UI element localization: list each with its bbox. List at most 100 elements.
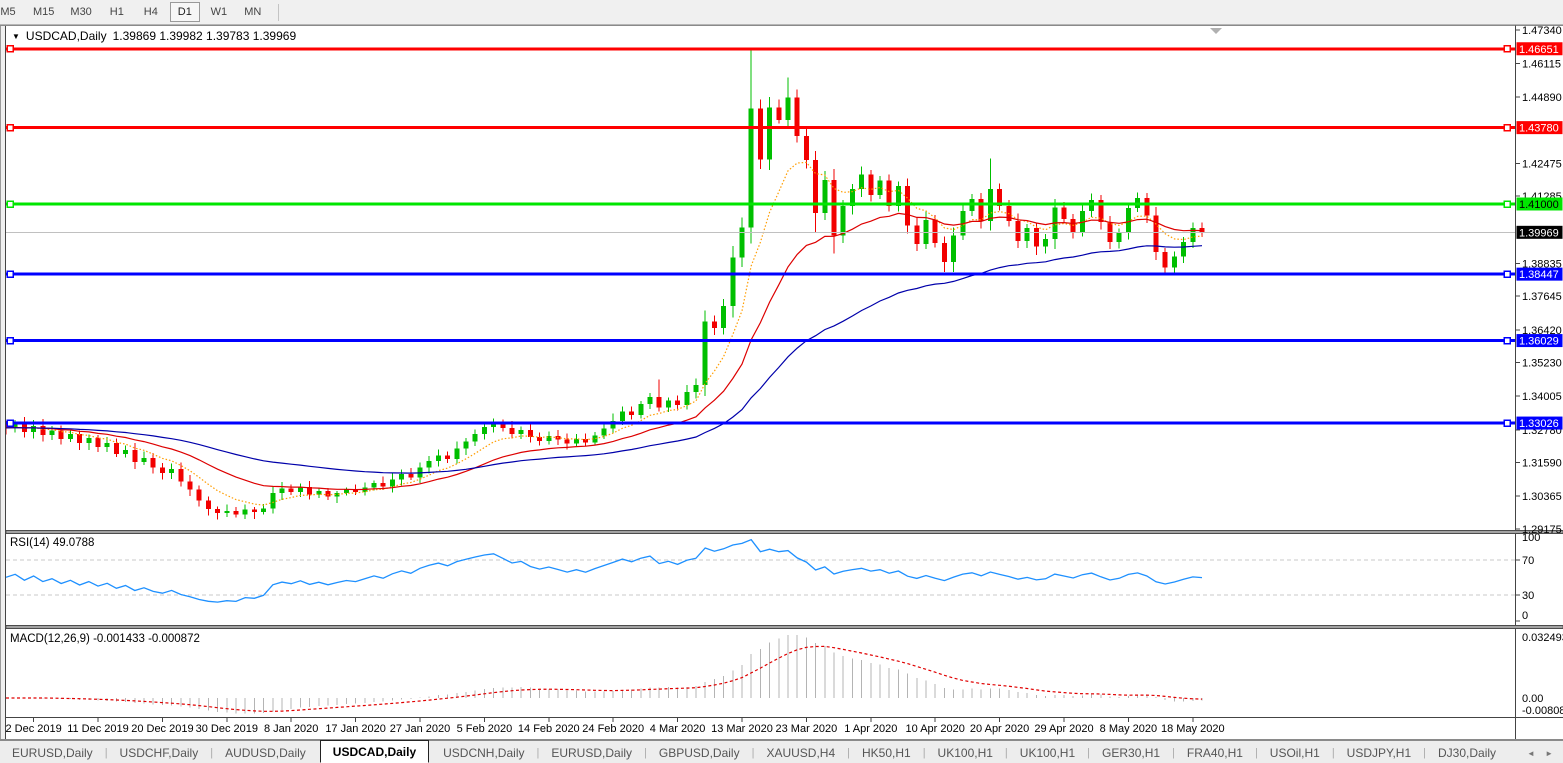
date-label: 29 Apr 2020 [1034, 723, 1093, 735]
candle-body [564, 439, 570, 444]
candle-body [1153, 215, 1159, 253]
price-axis[interactable]: 1.473401.461151.448901.424751.412851.388… [1516, 25, 1562, 536]
line-anchor-icon[interactable] [1503, 200, 1511, 208]
tab-uk100-h1[interactable]: UK100,H1 [937, 746, 993, 760]
symbol-period-label: USDCAD,Daily [25, 29, 107, 43]
chart-canvas[interactable]: 1.473401.461151.448901.424751.412851.388… [0, 0, 1563, 740]
tab-eurusd-daily[interactable]: EURUSD,Daily [551, 746, 633, 760]
timeframe-button-h4[interactable]: H4 [143, 6, 158, 18]
timeframe-button-m30[interactable]: M30 [70, 6, 92, 18]
candle-body [233, 511, 239, 515]
candle-body [629, 411, 635, 415]
svg-text:1.41000: 1.41000 [1519, 199, 1559, 211]
line-anchor-icon[interactable] [6, 336, 14, 345]
tab-usdjpy-h1[interactable]: USDJPY,H1 [1346, 746, 1412, 760]
tab-scroll-arrows[interactable]: ◄ ► [1526, 749, 1557, 758]
candle-body [445, 455, 451, 459]
tab-usoil-h1[interactable]: USOil,H1 [1269, 746, 1320, 760]
ohlc-quote: 1.39869 1.39982 1.39783 1.39969 [112, 29, 297, 43]
tab-dj30-daily[interactable]: DJ30,Daily [1438, 746, 1497, 760]
candle-body [583, 438, 589, 443]
horizontal-line-1.36029[interactable] [6, 336, 1515, 345]
macd-axis: 0.032493 0.00-0.008086 [1522, 632, 1563, 717]
tab-separator: | [1087, 747, 1091, 759]
macd-tick-label: -0.008086 [1522, 705, 1563, 717]
timeframe-button-m15[interactable]: M15 [33, 6, 55, 18]
candle-body [141, 458, 147, 463]
date-label: 30 Dec 2019 [196, 723, 258, 735]
candle-body [601, 428, 607, 436]
timeframe-button-m5[interactable]: M5 [0, 6, 16, 18]
rsi-tick-label: 100 [1522, 532, 1540, 544]
candle-body [307, 486, 313, 495]
horizontal-line-1.38447[interactable] [6, 270, 1515, 278]
chart-frame [0, 25, 1563, 740]
line-anchor-icon[interactable] [1503, 336, 1511, 345]
line-anchor-icon[interactable] [1503, 270, 1511, 278]
horizontal-line-1.41000[interactable] [6, 200, 1515, 208]
macd-histogram [14, 635, 1203, 714]
line-anchor-icon[interactable] [6, 123, 14, 132]
rsi-tick-label: 30 [1522, 590, 1534, 602]
price-badge-1.41000: 1.41000 [1516, 197, 1563, 211]
tab-uk100-h1[interactable]: UK100,H1 [1019, 746, 1076, 760]
timeframe-button-h1[interactable]: H1 [109, 6, 124, 18]
date-label: 5 Feb 2020 [457, 723, 513, 735]
tab-xauusd-h4[interactable]: XAUUSD,H4 [766, 746, 836, 760]
line-anchor-icon[interactable] [6, 419, 14, 427]
timeframe-button-w1[interactable]: W1 [210, 6, 228, 18]
rsi-indicator-label: RSI(14) 49.0788 [10, 537, 95, 549]
line-anchor-icon[interactable] [1503, 419, 1511, 427]
candle-body [343, 489, 349, 494]
timeframe-button-d1[interactable]: D1 [169, 2, 200, 22]
chart-shift-icon[interactable] [1210, 28, 1222, 34]
line-anchor-icon[interactable] [6, 45, 14, 53]
line-anchor-icon[interactable] [1503, 45, 1511, 53]
candle-body [49, 430, 55, 435]
date-axis[interactable]: 2 Dec 2019 11 Dec 2019 20 Dec 2019 30 Dec 2… [5, 718, 1225, 735]
candle-body [67, 434, 73, 439]
horizontal-line-1.46651[interactable] [6, 45, 1515, 53]
candle-body [325, 491, 331, 497]
candle-body [592, 435, 598, 443]
rsi-axis: 100 70 30 0 [1516, 532, 1540, 622]
line-anchor-icon[interactable] [1503, 123, 1511, 132]
candle-body [1116, 232, 1122, 242]
tab-eurusd-daily[interactable]: EURUSD,Daily [12, 746, 93, 760]
candle-body [702, 321, 708, 385]
candle-body [895, 186, 901, 207]
tab-fra40-h1[interactable]: FRA40,H1 [1186, 746, 1243, 760]
candle-body [905, 186, 911, 226]
candle-body [371, 482, 377, 488]
line-anchor-icon[interactable] [6, 270, 14, 278]
candle-body [509, 427, 515, 435]
horizontal-line-1.43780[interactable] [6, 123, 1515, 132]
candle-body [150, 458, 156, 468]
tab-gbpusd-daily[interactable]: GBPUSD,Daily [658, 746, 740, 760]
svg-text:1.43780: 1.43780 [1519, 123, 1559, 135]
tab-usdcad-daily[interactable]: USDCAD,Daily [319, 740, 430, 763]
date-label: 8 May 2020 [1100, 723, 1157, 735]
line-anchor-icon[interactable] [6, 200, 14, 208]
price-tick-label: 1.38835 [1522, 258, 1562, 270]
timeframe-button-mn[interactable]: MN [244, 6, 262, 18]
tab-ger30-h1[interactable]: GER30,H1 [1102, 746, 1161, 760]
horizontal-line-1.33026[interactable] [6, 419, 1515, 427]
chart-dropdown-icon[interactable]: ▼ [12, 31, 20, 41]
tab-separator: | [1172, 747, 1175, 759]
candle-body [757, 108, 763, 160]
ma-slow-line [6, 245, 1203, 474]
tab-usdcnh-daily[interactable]: USDCNH,Daily [443, 746, 525, 760]
candle-body [77, 434, 83, 444]
svg-text:1.46651: 1.46651 [1519, 44, 1559, 56]
tab-hk50-h1[interactable]: HK50,H1 [861, 746, 911, 760]
candle-body [730, 257, 736, 307]
candle-body [40, 425, 46, 435]
tab-usdchf-daily[interactable]: USDCHF,Daily [119, 746, 199, 760]
candle-body [123, 449, 129, 454]
tab-audusd-daily[interactable]: AUDUSD,Daily [225, 746, 306, 760]
price-tick-label: 1.37645 [1522, 291, 1562, 303]
candle-body [288, 488, 294, 492]
date-label: 17 Jan 2020 [325, 723, 386, 735]
candlestick-series [6, 47, 1205, 520]
